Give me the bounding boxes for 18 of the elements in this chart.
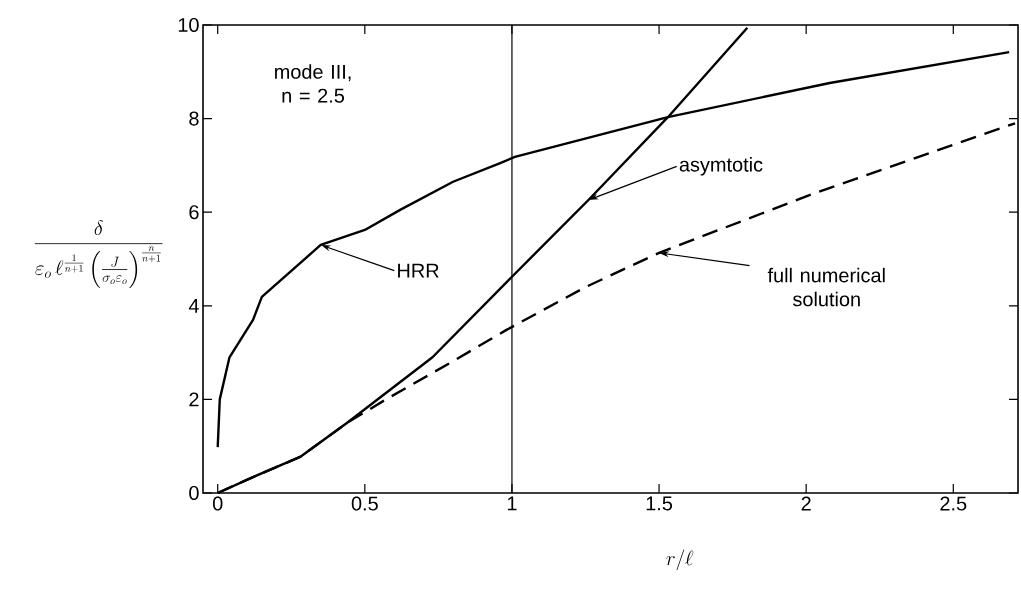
x-tick-label: 0.5 (351, 496, 378, 511)
y-tick-label: 4 (188, 298, 199, 313)
x-axis-title: $r/\ell$ (666, 549, 694, 571)
y-tick-label: 2 (189, 392, 199, 407)
x-tick-label: 1 (507, 496, 517, 511)
annotation: full numerical solution (767, 267, 885, 307)
annotation: mode III, n = 2.5 (275, 64, 351, 103)
annotation: asymtotic (679, 157, 763, 176)
y-axis-title: $\frac{\delta}{\varepsilon_{o}\,\ell^{\frac{1}{n+1}}\left(\frac{J}{\sigma_{o}\varepsilon_{o}}\right)^{\frac{n}{n+1}}}$ (34, 220, 163, 289)
x-tick-label: 2.5 (940, 496, 967, 511)
x-tick-label: 1.5 (646, 496, 673, 511)
x-tick-label: 0 (212, 496, 223, 511)
y-tick-label: 6 (189, 205, 199, 220)
y-tick-label: 0 (189, 485, 199, 501)
annotation: HRR (398, 263, 439, 278)
x-tick-label: 2 (801, 496, 811, 511)
y-tick-label: 8 (189, 111, 199, 126)
y-tick-label: 10 (178, 17, 199, 33)
